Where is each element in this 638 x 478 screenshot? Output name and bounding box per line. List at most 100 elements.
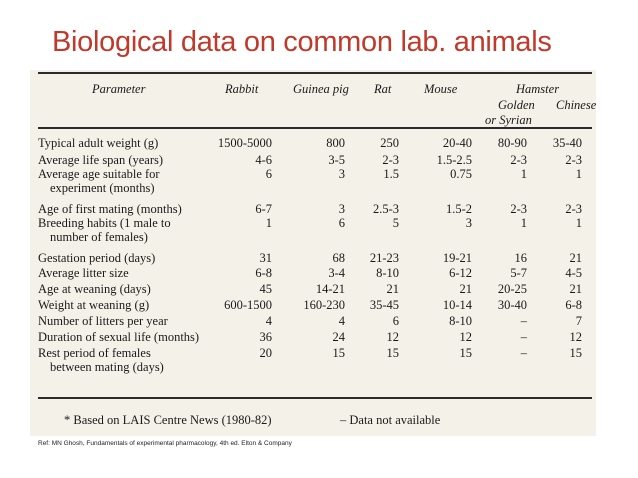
header-rabbit: Rabbit bbox=[225, 82, 259, 96]
row-value: 21 bbox=[459, 282, 473, 296]
row-value: 8-10 bbox=[449, 314, 472, 328]
row-parameter: Average age suitable for bbox=[38, 167, 160, 181]
row-value: 8-10 bbox=[376, 266, 399, 280]
row-value: 7 bbox=[575, 314, 582, 328]
row-value: 20-40 bbox=[442, 136, 472, 150]
header-guinea-pig: Guinea pig bbox=[293, 82, 349, 96]
row-value: 800 bbox=[326, 136, 345, 150]
row-value: 20-25 bbox=[497, 282, 527, 296]
row-value: 45 bbox=[259, 282, 273, 296]
row-value: 15 bbox=[332, 346, 346, 360]
slide-title: Biological data on common lab. animals bbox=[52, 26, 552, 58]
row-value: 35-45 bbox=[369, 298, 399, 312]
row-value: 6-8 bbox=[565, 298, 582, 312]
table-row-continuation: experiment (months) bbox=[30, 181, 596, 195]
table-row-continuation: between mating (days) bbox=[30, 360, 596, 374]
row-value: 1 bbox=[575, 167, 582, 181]
header-golden: Golden bbox=[498, 98, 535, 112]
row-value: 6-8 bbox=[255, 266, 272, 280]
row-parameter: Typical adult weight (g) bbox=[38, 136, 159, 150]
row-value: – bbox=[520, 346, 527, 360]
row-parameter: Rest period of females bbox=[38, 346, 151, 360]
row-parameter: Gestation period (days) bbox=[38, 251, 156, 265]
table-row: Breeding habits (1 male to 1 6 5 3 1 1 bbox=[30, 216, 596, 230]
row-value: 1 bbox=[265, 216, 272, 230]
header-parameter: Parameter bbox=[92, 82, 146, 96]
table-row: Gestation period (days) 31 68 21-23 19-21 16 2… bbox=[30, 251, 596, 265]
row-value: 12 bbox=[386, 330, 400, 344]
row-value: 15 bbox=[569, 346, 583, 360]
row-value: 36 bbox=[259, 330, 273, 344]
table-row: Rest period of females 20 15 15 15 – 15 bbox=[30, 346, 596, 360]
row-value: 30-40 bbox=[497, 298, 527, 312]
row-value: 3 bbox=[465, 216, 472, 230]
table-top-rule bbox=[38, 72, 592, 74]
table-row: Typical adult weight (g) 1500-5000 800 250 2… bbox=[30, 136, 596, 150]
row-value: – bbox=[520, 330, 527, 344]
table-bottom-rule bbox=[38, 397, 592, 399]
row-value: 4-5 bbox=[565, 266, 582, 280]
row-value: 5 bbox=[392, 216, 399, 230]
row-value: 15 bbox=[386, 346, 400, 360]
row-value: 12 bbox=[569, 330, 583, 344]
row-value: 16 bbox=[514, 251, 528, 265]
row-value: 1.5-2.5 bbox=[436, 153, 472, 167]
row-value: 68 bbox=[332, 251, 346, 265]
row-parameter: Breeding habits (1 male to bbox=[38, 216, 171, 230]
row-value: 31 bbox=[259, 251, 273, 265]
header-rat: Rat bbox=[374, 82, 392, 96]
header-or-syrian: or Syrian bbox=[485, 113, 532, 127]
row-value: 3 bbox=[338, 167, 345, 181]
table-row: Number of litters per year 4 4 6 8-10 – 7 bbox=[30, 314, 596, 328]
row-value: 20 bbox=[259, 346, 273, 360]
row-value: 14-21 bbox=[315, 282, 345, 296]
row-value: – bbox=[520, 314, 527, 328]
row-value: 6-7 bbox=[255, 202, 272, 216]
row-value: 1.5-2 bbox=[445, 202, 472, 216]
row-value: 2.5-3 bbox=[372, 202, 399, 216]
row-parameter-continued: between mating (days) bbox=[50, 360, 164, 374]
table-row: Age at weaning (days) 45 14-21 21 21 20-25 21 bbox=[30, 282, 596, 296]
row-value: 2-3 bbox=[510, 153, 527, 167]
row-value: 2-3 bbox=[565, 153, 582, 167]
row-value: 2-3 bbox=[382, 153, 399, 167]
table-header-rule bbox=[38, 127, 592, 129]
row-parameter: Weight at weaning (g) bbox=[38, 298, 150, 312]
row-value: 6 bbox=[265, 167, 272, 181]
row-value: 600-1500 bbox=[224, 298, 272, 312]
row-parameter: Age of first mating (months) bbox=[38, 202, 182, 216]
table-row: Age of first mating (months) 6-7 3 2.5-3 1.5… bbox=[30, 202, 596, 216]
table-row: Duration of sexual life (months) 36 24 12 12… bbox=[30, 330, 596, 344]
row-parameter: Average litter size bbox=[38, 266, 129, 280]
header-mouse: Mouse bbox=[424, 82, 458, 96]
row-parameter: Duration of sexual life (months) bbox=[38, 330, 200, 344]
row-value: 250 bbox=[380, 136, 399, 150]
row-value: 80-90 bbox=[497, 136, 527, 150]
scanned-table: Parameter Rabbit Guinea pig Rat Mouse Ha… bbox=[30, 70, 596, 436]
row-value: 4 bbox=[265, 314, 272, 328]
header-hamster: Hamster bbox=[516, 82, 560, 96]
row-value: 4 bbox=[338, 314, 345, 328]
row-value: 2-3 bbox=[565, 202, 582, 216]
row-parameter-continued: number of females) bbox=[50, 230, 148, 244]
table-row: Weight at weaning (g) 600-1500 160-230 35-4… bbox=[30, 298, 596, 312]
row-value: 21-23 bbox=[369, 251, 399, 265]
header-chinese: Chinese bbox=[556, 98, 597, 112]
row-value: 6-12 bbox=[449, 266, 472, 280]
row-value: 4-6 bbox=[255, 153, 272, 167]
footnote-na: – Data not available bbox=[340, 413, 441, 427]
row-value: 1500-5000 bbox=[217, 136, 272, 150]
row-value: 1 bbox=[520, 167, 527, 181]
table-row: Average life span (years) 4-6 3-5 2-3 1.5-2.… bbox=[30, 153, 596, 167]
row-value: 6 bbox=[338, 216, 345, 230]
row-parameter: Average life span (years) bbox=[38, 153, 164, 167]
row-value: 35-40 bbox=[552, 136, 582, 150]
row-value: 1.5 bbox=[383, 167, 399, 181]
row-value: 0.75 bbox=[450, 167, 472, 181]
row-value: 5-7 bbox=[510, 266, 527, 280]
row-value: 21 bbox=[386, 282, 400, 296]
reference-note: Ref: MN Ghosh, Fundamentals of experimen… bbox=[38, 440, 292, 447]
row-value: 3-4 bbox=[328, 266, 345, 280]
row-value: 21 bbox=[569, 282, 583, 296]
row-value: 24 bbox=[332, 330, 346, 344]
